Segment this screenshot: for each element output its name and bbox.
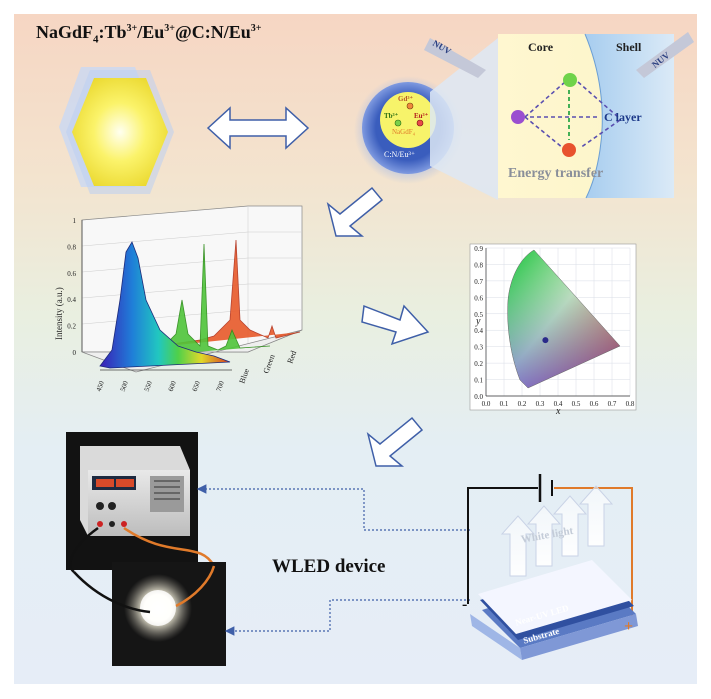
spectrum-xtick: 500 <box>119 379 130 392</box>
spectrum-ytick: 0.8 <box>67 243 76 251</box>
spectrum-xtick: 700 <box>215 379 226 392</box>
nuv-arrow-right <box>636 32 694 78</box>
dash-arrow-psu <box>196 484 470 531</box>
label-core-material: NaGdF₄ <box>392 128 416 136</box>
nuv-arrow-left <box>424 38 486 78</box>
core-shell-panel <box>498 33 674 199</box>
plus-terminal: + <box>624 618 634 635</box>
cie-point <box>542 337 549 344</box>
cie-xtick: 0.5 <box>572 400 581 408</box>
cie-xtick: 0.4 <box>554 400 563 408</box>
cie-xlabel: x <box>555 406 561 417</box>
label-gd: Gd³⁺ <box>398 95 414 103</box>
label-eu: Eu³⁺ <box>414 112 429 120</box>
led-photo <box>73 562 226 666</box>
cie-ytick: 0.1 <box>474 377 483 385</box>
cie-ytick: 0.2 <box>474 360 483 368</box>
wled-device-label: WLED device <box>272 556 386 577</box>
spectrum-xtick: 450 <box>95 379 106 392</box>
cie-ytick: 0.6 <box>474 294 483 302</box>
cie-xtick: 0.0 <box>482 400 491 408</box>
cie-xtick: 0.1 <box>500 400 509 408</box>
spectrum-ytick: 0 <box>73 349 77 357</box>
cie-ytick: 0.3 <box>474 344 483 352</box>
spectrum-zlabel: Blue <box>237 367 251 385</box>
spectrum-zlabel: Red <box>285 349 298 364</box>
spectrum-ytick: 0.2 <box>67 323 76 331</box>
cie-x-ticks: 0.0 0.1 0.2 0.3 0.4 0.5 0.6 0.7 0.8 <box>482 400 635 408</box>
shell-label: Shell <box>616 40 642 54</box>
c-layer-label: C layer <box>604 110 642 124</box>
cie-ylabel: y <box>475 316 481 327</box>
spectrum-xtick: 600 <box>167 379 178 392</box>
core-label: Core <box>528 40 554 54</box>
cie-xtick: 0.2 <box>518 400 527 408</box>
callout-cone <box>430 38 498 200</box>
cie-ytick: 0.0 <box>474 393 483 401</box>
minus-terminal: - <box>462 596 468 613</box>
flow-arrow-2 <box>361 304 430 346</box>
spectrum-zlabel: Green <box>261 353 276 374</box>
cie-xtick: 0.6 <box>590 400 599 408</box>
power-supply-photo <box>66 432 216 573</box>
cie-ytick: 0.8 <box>474 261 483 269</box>
spectrum-plot <box>81 205 303 373</box>
label-tb: Tb³⁺ <box>384 112 399 120</box>
label-shell-material: C:N/Eu³⁺ <box>384 150 416 159</box>
cie-xtick: 0.7 <box>608 400 617 408</box>
hexagon-particle <box>59 67 174 194</box>
cie-y-ticks: 0.0 0.1 0.2 0.3 0.4 0.5 0.6 0.7 0.8 0.9 <box>474 245 483 401</box>
wled-schematic <box>467 474 638 660</box>
spectrum-y-ticks: 0 0.2 0.4 0.6 0.8 1 <box>67 217 76 357</box>
spectrum-ytick: 1 <box>73 217 77 225</box>
cie-ytick: 0.4 <box>474 327 483 335</box>
spectrum-ylabel: Intensity (a.u.) <box>54 287 64 340</box>
spectrum-ytick: 0.4 <box>67 296 76 304</box>
spectrum-ytick: 0.6 <box>67 270 76 278</box>
cie-diagram <box>469 243 637 411</box>
cie-ytick: 0.9 <box>474 245 483 253</box>
cie-xtick: 0.8 <box>626 400 635 408</box>
spectrum-x-ticks: 450 500 550 600 650 700 <box>95 379 226 392</box>
flow-arrow-3 <box>366 416 424 467</box>
spectrum-xtick: 650 <box>191 379 202 392</box>
energy-transfer-label: Energy transfer <box>508 166 604 181</box>
cie-ytick: 0.5 <box>474 311 483 319</box>
cie-ytick: 0.7 <box>474 278 483 286</box>
cie-xtick: 0.3 <box>536 400 545 408</box>
cie-points <box>542 337 549 344</box>
spectrum-z-labels: Blue Green Red <box>237 349 298 384</box>
spectrum-xtick: 550 <box>143 379 154 392</box>
double-arrow-icon <box>206 106 310 150</box>
flow-arrow-1 <box>326 186 384 237</box>
dash-arrow-led <box>224 599 470 636</box>
figure-title: NaGdF4:Tb3+/Eu3+@C:N/Eu3+ <box>36 22 262 46</box>
